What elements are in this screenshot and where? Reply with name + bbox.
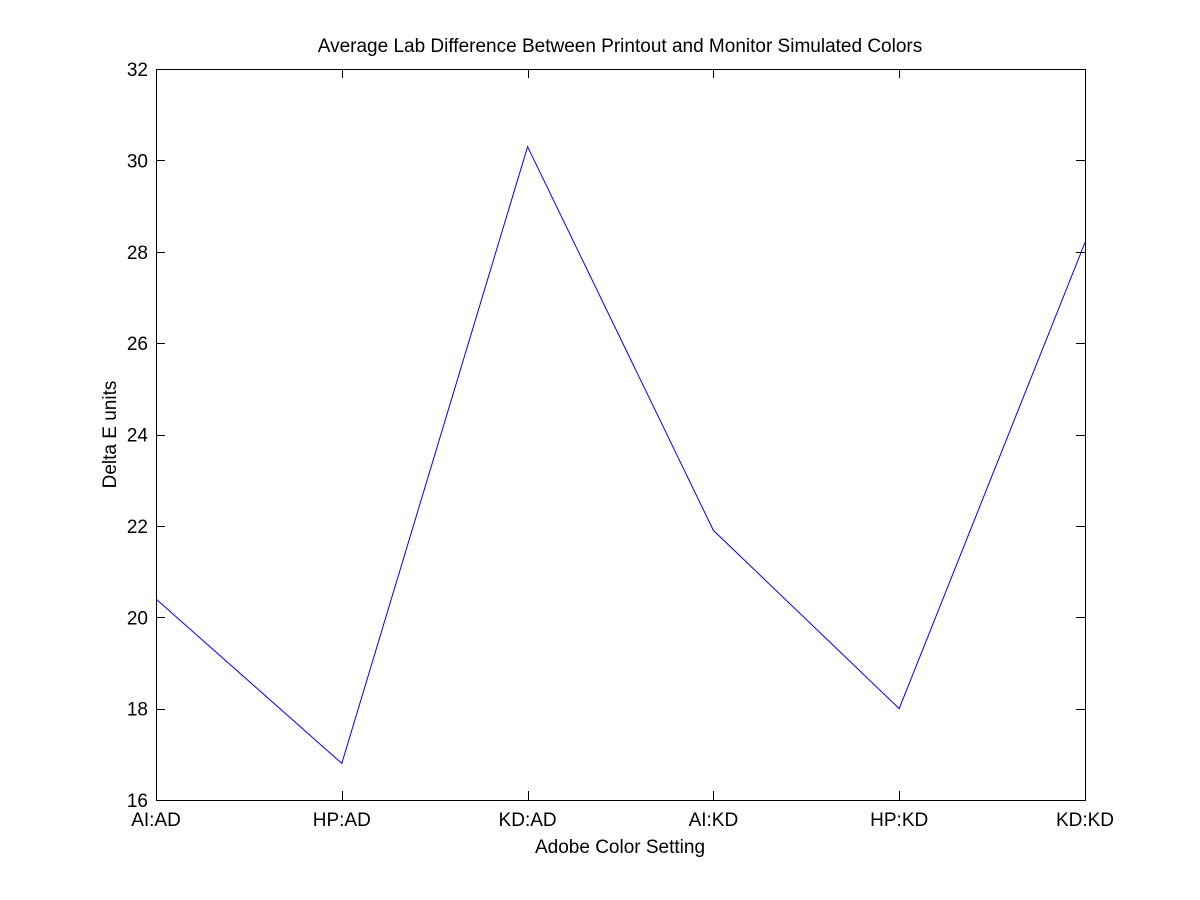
labels-layer: Average Lab Difference Between Printout …: [100, 36, 922, 858]
chart-title: Average Lab Difference Between Printout …: [318, 36, 922, 57]
y-tick-label: 26: [127, 334, 148, 355]
plot-area: [156, 69, 1085, 800]
x-tick-label: HP:KD: [870, 810, 928, 831]
y-axis-label: Delta E units: [100, 381, 121, 489]
ticks-layer: 16 18 20 22 24 26 28 30 32 AI:AD HP:AD KD:AD AI:KD HP…: [127, 60, 1114, 831]
series-layer: [155, 145, 1086, 765]
y-tick-label: 18: [127, 700, 148, 721]
y-tick-label: 16: [127, 791, 148, 812]
y-tick-label: 32: [127, 60, 148, 81]
x-tick-label: AI:AD: [131, 810, 181, 831]
x-tick-label: AI:KD: [689, 810, 739, 831]
x-tick-label: KD:AD: [499, 810, 557, 831]
x-axis-label: Adobe Color Setting: [535, 837, 705, 858]
x-tick-label: HP:AD: [313, 810, 371, 831]
y-tick-label: 30: [127, 151, 148, 172]
series-line: [155, 145, 1086, 765]
y-tick-label: 28: [127, 243, 148, 264]
y-tick-label: 24: [127, 426, 149, 447]
y-tick-label: 20: [127, 608, 148, 629]
x-tick-label: KD:KD: [1056, 810, 1114, 831]
y-tick-label: 22: [127, 517, 148, 538]
